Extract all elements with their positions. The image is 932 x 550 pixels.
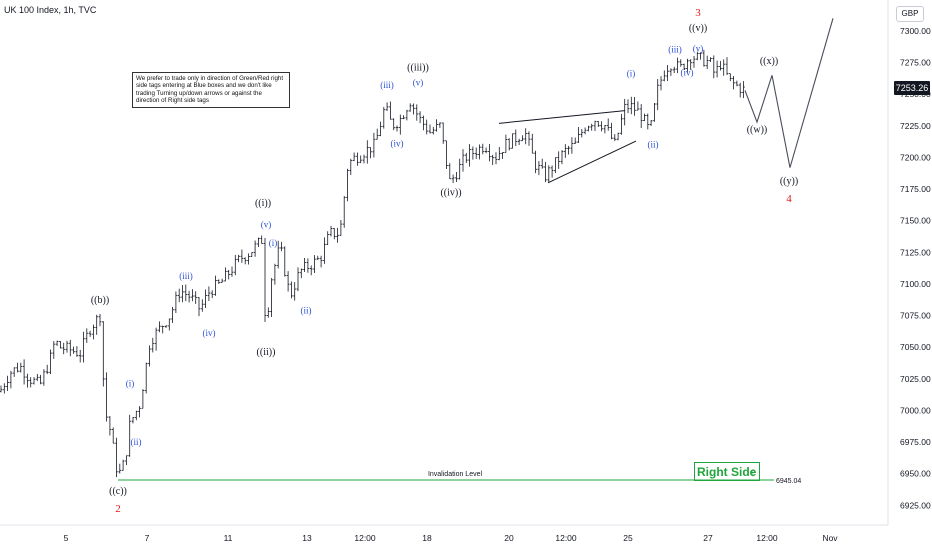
wave-labels: ((b)) ((c)) 2 (i) (ii) (iii) (iv) ((i)) (v) (i) ((… — [91, 7, 798, 515]
y-tick-label: 7150.00 — [900, 216, 931, 226]
wave-label: ((c)) — [109, 486, 127, 497]
wave-label: (ii) — [131, 437, 142, 447]
currency-selector[interactable]: GBP — [896, 6, 924, 22]
y-tick-label: 7100.00 — [900, 279, 931, 289]
y-tick-label: 6975.00 — [900, 437, 931, 447]
y-tick-label: 7050.00 — [900, 342, 931, 352]
trendlines — [498, 110, 637, 184]
x-axis: 5 7 11 13 12:00 18 20 12:00 25 27 12:00 Nov — [0, 524, 888, 543]
projection-line — [744, 18, 834, 168]
wave-label: (v) — [693, 43, 704, 53]
wave-label: ((v)) — [689, 23, 707, 34]
y-tick-label: 7075.00 — [900, 311, 931, 321]
x-tick-label: 18 — [422, 533, 432, 543]
wave-label: (i) — [269, 238, 278, 248]
x-tick-label: 12:00 — [555, 533, 577, 543]
wave-label: (iv) — [203, 328, 216, 338]
wave-label: ((iii)) — [407, 62, 429, 73]
y-tick-label: 7025.00 — [900, 374, 931, 384]
y-tick-label: 7000.00 — [900, 405, 931, 415]
wave-label: (v) — [413, 78, 424, 88]
y-tick-label: 7175.00 — [900, 184, 931, 194]
trendline — [498, 110, 626, 124]
wave-label: (ii) — [301, 305, 312, 315]
wave-label: ((y)) — [780, 176, 798, 187]
wave-label: ((ii)) — [257, 347, 276, 358]
x-tick-label: 11 — [224, 533, 233, 543]
y-tick-label: 7125.00 — [900, 247, 931, 257]
current-price-label: 7253.26 — [894, 81, 930, 95]
trendline — [547, 140, 637, 184]
wave-label: (i) — [126, 379, 135, 389]
right-side-tag: Right Side ↑ — [694, 462, 760, 481]
invalidation-label: Invalidation Level — [428, 471, 483, 478]
wave-label: ((b)) — [91, 295, 109, 306]
wave-label: (iii) — [668, 45, 682, 55]
x-tick-label: 12:00 — [756, 533, 778, 543]
y-axis: 7300.007275.007250.007225.007200.007175.… — [887, 0, 931, 525]
x-tick-label: 7 — [145, 533, 150, 543]
y-tick-label: 7275.00 — [900, 58, 931, 68]
x-tick-label: 20 — [504, 533, 514, 543]
x-tick-label: 5 — [64, 533, 69, 543]
x-tick-label: 12:00 — [354, 533, 376, 543]
wave-label: (iv) — [391, 138, 404, 148]
chart-title: UK 100 Index, 1h, TVC — [4, 5, 97, 15]
wave-label: ((x)) — [760, 56, 778, 67]
projection-path — [744, 18, 834, 168]
wave-label: 2 — [115, 503, 121, 515]
wave-label: 4 — [786, 193, 792, 205]
candles — [0, 49, 745, 478]
x-tick-label: Nov — [822, 533, 838, 543]
x-tick-label: 13 — [302, 533, 312, 543]
right-side-label: Right Side — [697, 465, 757, 479]
wave-label: (ii) — [648, 140, 659, 150]
y-tick-label: 7300.00 — [900, 26, 931, 36]
wave-label: 3 — [695, 7, 701, 19]
wave-label: (iii) — [380, 80, 394, 90]
up-arrow-icon: ↑ — [750, 465, 756, 479]
wave-label: (v) — [261, 219, 272, 229]
wave-label: (iii) — [179, 271, 193, 281]
wave-label: (iv) — [681, 67, 694, 77]
invalidation-value: 6945.04 — [776, 478, 801, 485]
strategy-note: We prefer to trade only in direction of … — [132, 72, 290, 108]
wave-label: ((i)) — [255, 198, 271, 209]
wave-label: ((iv)) — [440, 188, 461, 199]
x-tick-label: 25 — [623, 533, 633, 543]
wave-label: (i) — [627, 69, 636, 79]
y-tick-label: 7225.00 — [900, 121, 931, 131]
y-tick-label: 6950.00 — [900, 469, 931, 479]
y-tick-label: 6925.00 — [900, 500, 931, 510]
wave-label: ((w)) — [747, 124, 768, 135]
invalidation-line: Invalidation Level 6945.04 — [118, 471, 801, 485]
y-tick-label: 7200.00 — [900, 152, 931, 162]
x-tick-label: 27 — [703, 533, 713, 543]
